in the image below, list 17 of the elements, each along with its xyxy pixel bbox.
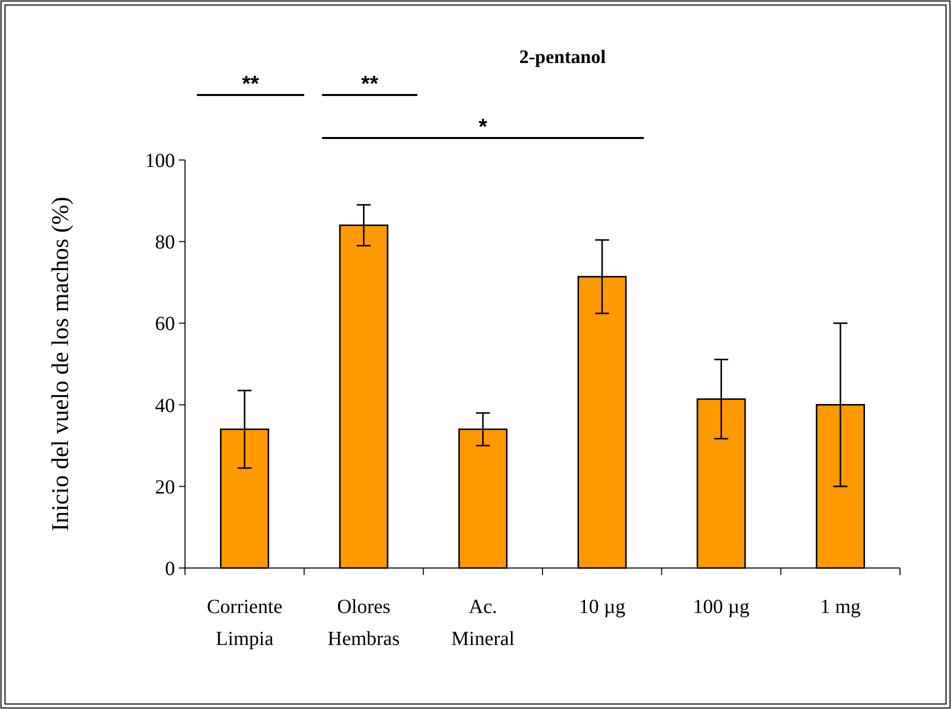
- x-tick-label: 100 µg: [692, 596, 750, 618]
- y-tick-label: 0: [165, 558, 175, 580]
- x-tick-label: 1 mg: [820, 596, 861, 618]
- x-tick-label: Olores Hembras: [328, 596, 400, 650]
- x-tick-label: Corriente Limpia: [206, 596, 282, 650]
- y-tick-label: 60: [155, 313, 175, 336]
- x-tick-label: 10 µg: [578, 596, 626, 618]
- chart-title: 2-pentanol: [519, 47, 606, 68]
- y-tick-label: 80: [155, 232, 175, 254]
- y-tick-label: 40: [155, 394, 175, 417]
- y-tick-label: 100: [145, 150, 175, 172]
- text: **: [361, 71, 379, 96]
- x-tick-label: Ac. Mineral: [451, 596, 516, 650]
- text: **: [242, 71, 260, 96]
- y-tick-label: 20: [155, 476, 175, 498]
- y-axis-title: Inicio del vuelo de los machos (%): [48, 196, 74, 532]
- text: *: [478, 114, 488, 139]
